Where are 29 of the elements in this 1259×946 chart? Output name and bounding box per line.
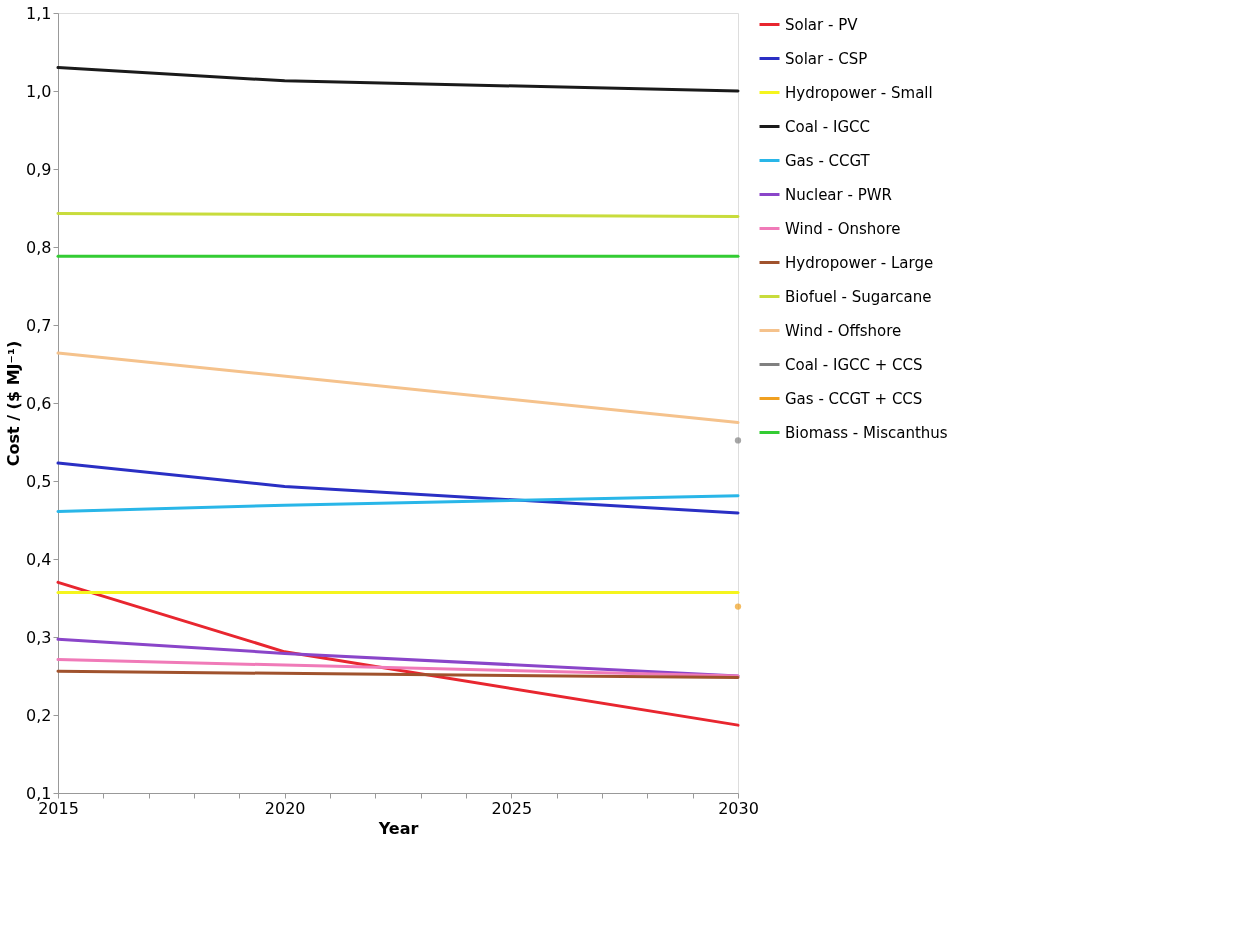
legend-label: Coal - IGCC + CCS (785, 355, 923, 374)
y-tick-label: 0,7 (26, 315, 52, 335)
legend-label: Wind - Offshore (785, 321, 902, 340)
x-tick-label: 2030 (718, 798, 759, 818)
x-tick-label: 2020 (264, 798, 306, 818)
y-tick-label: 0,9 (26, 159, 52, 179)
x-axis-title: Year (377, 818, 419, 838)
y-axis-title: Cost / ($ MJ⁻¹) (4, 340, 24, 467)
legend-label: Hydropower - Small (785, 83, 933, 102)
y-tick-label: 1,1 (26, 3, 52, 23)
y-tick-label: 0,1 (26, 783, 52, 803)
y-tick-label: 0,5 (26, 471, 52, 491)
legend-label: Solar - PV (785, 15, 859, 34)
y-tick-label: 1,0 (26, 81, 52, 101)
legend-label: Solar - CSP (785, 49, 868, 68)
legend-label: Hydropower - Large (785, 253, 934, 272)
legend-label: Biomass - Miscanthus (785, 423, 948, 442)
y-tick-label: 0,6 (26, 393, 52, 413)
y-tick-label: 0,8 (26, 237, 52, 257)
legend-label: Wind - Onshore (785, 219, 901, 238)
legend-label: Biofuel - Sugarcane (785, 287, 932, 306)
legend-label: Coal - IGCC (785, 117, 870, 136)
legend-label: Gas - CCGT (785, 151, 871, 170)
x-tick-label: 2025 (491, 798, 533, 818)
legend-label: Gas - CCGT + CCS (785, 389, 923, 408)
legend-label: Nuclear - PWR (785, 185, 892, 204)
y-tick-label: 0,4 (26, 549, 52, 569)
y-tick-label: 0,2 (26, 705, 52, 725)
y-tick-label: 0,3 (26, 627, 52, 647)
